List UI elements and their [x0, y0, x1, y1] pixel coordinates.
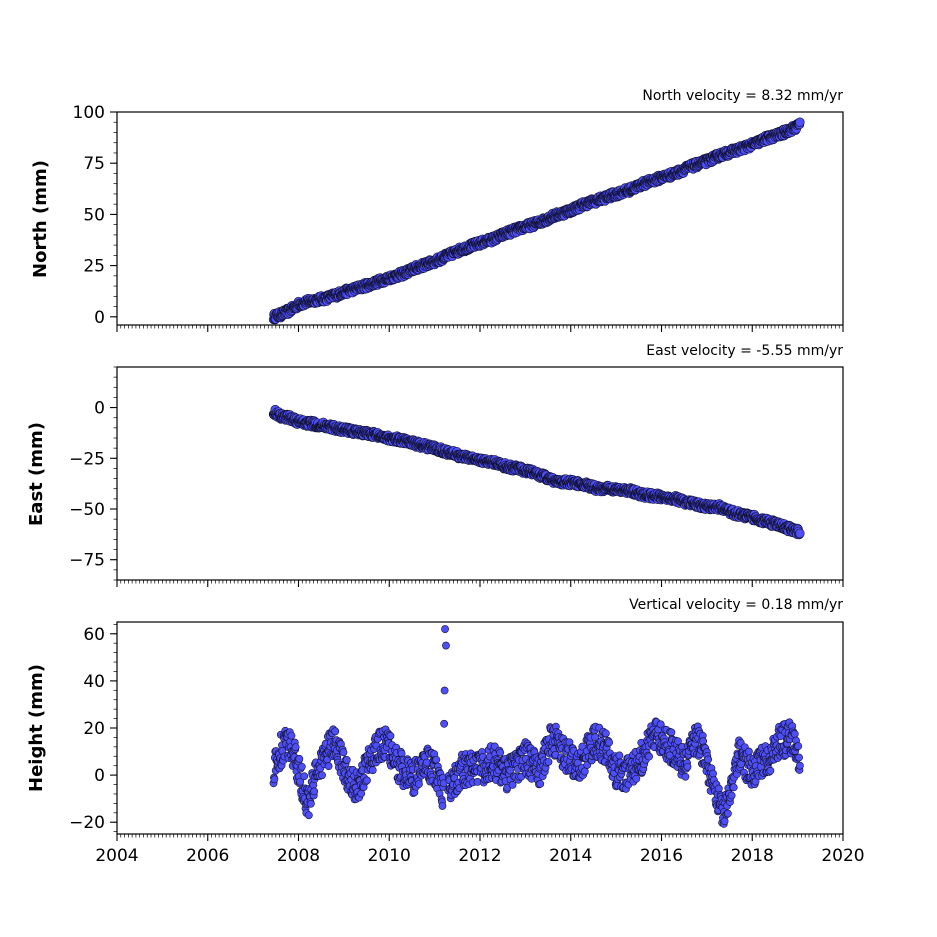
data-point	[295, 754, 304, 763]
data-point	[432, 755, 441, 764]
data-point	[795, 117, 805, 127]
east-y-axis-label: East (mm)	[26, 422, 47, 526]
data-point	[601, 729, 610, 738]
y-tick-label: 60	[83, 625, 105, 645]
data-point	[667, 728, 676, 737]
y-tick-label: 0	[94, 399, 105, 419]
data-point	[790, 730, 799, 738]
x-tick-label: 2012	[458, 846, 501, 866]
data-point	[342, 755, 351, 764]
height-y-ticks: −20 0 20 40 60	[69, 624, 117, 833]
data-point	[438, 802, 447, 810]
y-tick-label: −25	[69, 449, 105, 469]
x-tick-label: 2008	[277, 846, 320, 866]
data-point	[615, 751, 624, 760]
y-tick-label: 75	[83, 154, 105, 174]
data-point	[339, 748, 348, 757]
data-point	[440, 686, 449, 695]
y-tick-label: 25	[83, 257, 105, 277]
data-point	[720, 817, 729, 826]
data-point	[386, 731, 395, 740]
data-point	[297, 762, 306, 771]
data-point	[508, 781, 517, 789]
east-plot-frame	[116, 366, 844, 581]
east-data-points	[268, 404, 805, 540]
data-point	[441, 625, 449, 633]
x-tick-label: 2010	[368, 846, 411, 866]
y-tick-label: 0	[94, 308, 105, 328]
y-tick-label: 50	[83, 205, 105, 225]
x-tick-label: 2018	[731, 846, 774, 866]
north-panel: North velocity = 8.32 mm/yr North (mm) 0…	[30, 88, 844, 332]
data-point	[683, 762, 692, 771]
height-plot-frame	[116, 621, 844, 835]
data-point	[745, 747, 753, 756]
data-point	[331, 727, 340, 736]
data-point	[442, 641, 450, 650]
data-point	[310, 787, 319, 796]
x-tick-label: 2014	[549, 846, 592, 866]
data-point	[270, 775, 279, 784]
data-point	[291, 743, 300, 752]
data-point	[318, 771, 326, 780]
north-y-ticks: 0 25 50 75 100	[73, 103, 117, 328]
data-point	[724, 809, 732, 818]
east-panel: East velocity = -5.55 mm/yr East (mm) 0 −…	[26, 343, 844, 587]
data-point	[605, 738, 614, 747]
x-tick-label: 2020	[821, 846, 864, 866]
data-point	[304, 811, 313, 820]
data-point	[591, 733, 599, 742]
data-point	[306, 799, 315, 808]
y-tick-label: 100	[73, 103, 105, 123]
data-point	[795, 753, 803, 762]
north-plot-frame	[116, 111, 844, 326]
height-x-ticks: 2004 2006 2008 2010 2012 2014 2016 2018 2020	[95, 834, 865, 866]
data-point	[324, 762, 333, 771]
east-x-ticks	[116, 580, 844, 587]
data-point	[727, 791, 736, 800]
vertical-velocity-label: Vertical velocity = 0.18 mm/yr	[629, 597, 843, 613]
north-x-ticks	[116, 325, 844, 332]
east-velocity-label: East velocity = -5.55 mm/yr	[646, 343, 843, 359]
data-point	[368, 766, 377, 775]
data-point	[704, 755, 713, 764]
data-point	[681, 772, 690, 781]
data-point	[440, 719, 449, 728]
north-velocity-label: North velocity = 8.32 mm/yr	[642, 88, 843, 104]
y-tick-label: 20	[83, 719, 105, 739]
height-panel: Vertical velocity = 0.18 mm/yr Height (m…	[26, 597, 865, 866]
data-point	[363, 776, 371, 785]
data-point	[709, 769, 717, 778]
y-tick-label: −50	[69, 500, 105, 520]
data-point	[296, 777, 305, 786]
height-data-points	[269, 625, 804, 828]
data-point	[415, 780, 423, 789]
data-point	[287, 731, 296, 740]
y-tick-label: −20	[69, 813, 105, 833]
north-data-points	[268, 117, 805, 325]
data-point	[645, 752, 654, 761]
x-tick-label: 2006	[186, 846, 229, 866]
north-y-axis-label: North (mm)	[30, 160, 51, 278]
y-tick-label: 0	[94, 766, 105, 786]
x-tick-label: 2004	[95, 846, 138, 866]
data-point	[632, 774, 641, 783]
data-point	[544, 757, 553, 766]
data-point	[496, 748, 505, 757]
data-point	[766, 766, 775, 775]
y-tick-label: 40	[83, 672, 105, 692]
data-point	[580, 767, 589, 776]
data-point	[729, 783, 738, 792]
data-point	[795, 528, 805, 539]
x-tick-label: 2016	[640, 846, 683, 866]
east-y-ticks: 0 −25 −50 −75	[69, 366, 117, 581]
data-point	[714, 784, 723, 793]
data-point	[794, 742, 803, 751]
height-y-axis-label: Height (mm)	[26, 664, 47, 792]
data-point	[536, 779, 545, 788]
y-tick-label: −75	[69, 551, 105, 571]
data-point	[300, 772, 309, 781]
data-point	[795, 761, 804, 770]
